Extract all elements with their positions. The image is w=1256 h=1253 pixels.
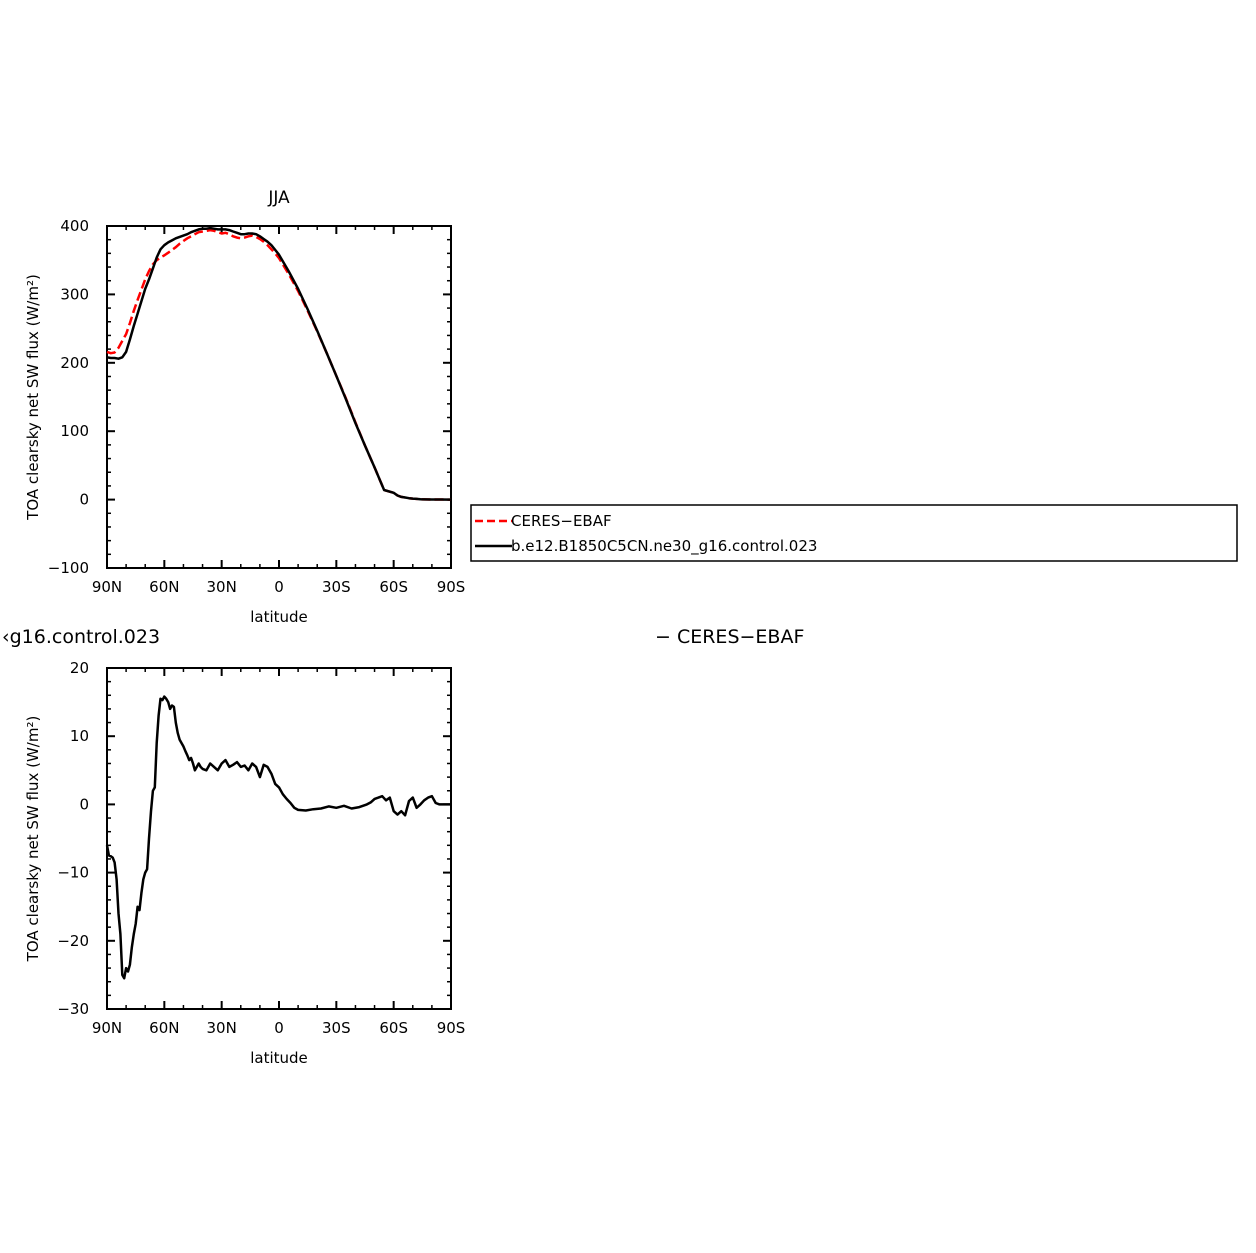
x-tick-label: 90N: [92, 578, 122, 596]
legend-label-model: b.e12.B1850C5CN.ne30_g16.control.023: [511, 537, 817, 556]
y-tick-label: 20: [70, 659, 89, 677]
y-tick-label: −30: [57, 1000, 89, 1018]
y-tick-label: 100: [60, 422, 89, 440]
y-tick-label: 200: [60, 354, 89, 372]
bottom-panel-title-right: − CERES−EBAF: [655, 626, 804, 648]
x-tick-label: 30N: [207, 578, 237, 596]
x-tick-label: 60S: [379, 1019, 408, 1037]
bottom-panel-x-axis-label: latitude: [250, 1049, 308, 1067]
x-tick-label: 90S: [437, 1019, 466, 1037]
series-line-b-e12-b1850c5cn-ne30-g16-control-023: [106, 226, 452, 501]
series-line-ceres-ebaf: [106, 228, 452, 501]
x-tick-label: 90N: [92, 1019, 122, 1037]
x-tick-label: 30S: [322, 578, 351, 596]
y-tick-label: 10: [70, 727, 89, 745]
y-tick-label: −20: [57, 932, 89, 950]
legend-label-ceres-ebaf: CERES−EBAF: [511, 512, 612, 530]
y-tick-label: −10: [57, 864, 89, 882]
series-line-difference: [105, 695, 451, 980]
legend: CERES−EBAF b.e12.B1850C5CN.ne30_g16.cont…: [470, 504, 1238, 562]
y-tick-label: 0: [79, 491, 89, 509]
bottom-panel: ‹g16.control.023 − CERES−EBAF TOA clears…: [2, 626, 804, 1067]
legend-box: [470, 504, 1238, 562]
y-tick-label: 400: [60, 217, 89, 235]
x-tick-label: 60N: [149, 1019, 179, 1037]
bottom-panel-y-axis-label: TOA clearsky net SW flux (W/m²): [24, 716, 42, 963]
top-panel-y-axis-label: TOA clearsky net SW flux (W/m²): [24, 274, 42, 521]
bottom-panel-title-left: ‹g16.control.023: [2, 626, 160, 648]
top-panel-title: JJA: [267, 188, 290, 208]
y-tick-label: −100: [48, 559, 89, 577]
x-tick-label: 60S: [379, 578, 408, 596]
plot-frame: [106, 225, 452, 569]
x-tick-label: 60N: [149, 578, 179, 596]
x-tick-label: 30S: [322, 1019, 351, 1037]
top-panel: JJA TOA clearsky net SW flux (W/m²) lati…: [24, 188, 465, 626]
x-tick-label: 0: [274, 578, 284, 596]
x-tick-label: 90S: [437, 578, 466, 596]
x-tick-label: 30N: [207, 1019, 237, 1037]
y-tick-label: 300: [60, 285, 89, 303]
top-panel-x-axis-label: latitude: [250, 608, 308, 626]
y-tick-label: 0: [79, 795, 89, 813]
x-tick-label: 0: [274, 1019, 284, 1037]
